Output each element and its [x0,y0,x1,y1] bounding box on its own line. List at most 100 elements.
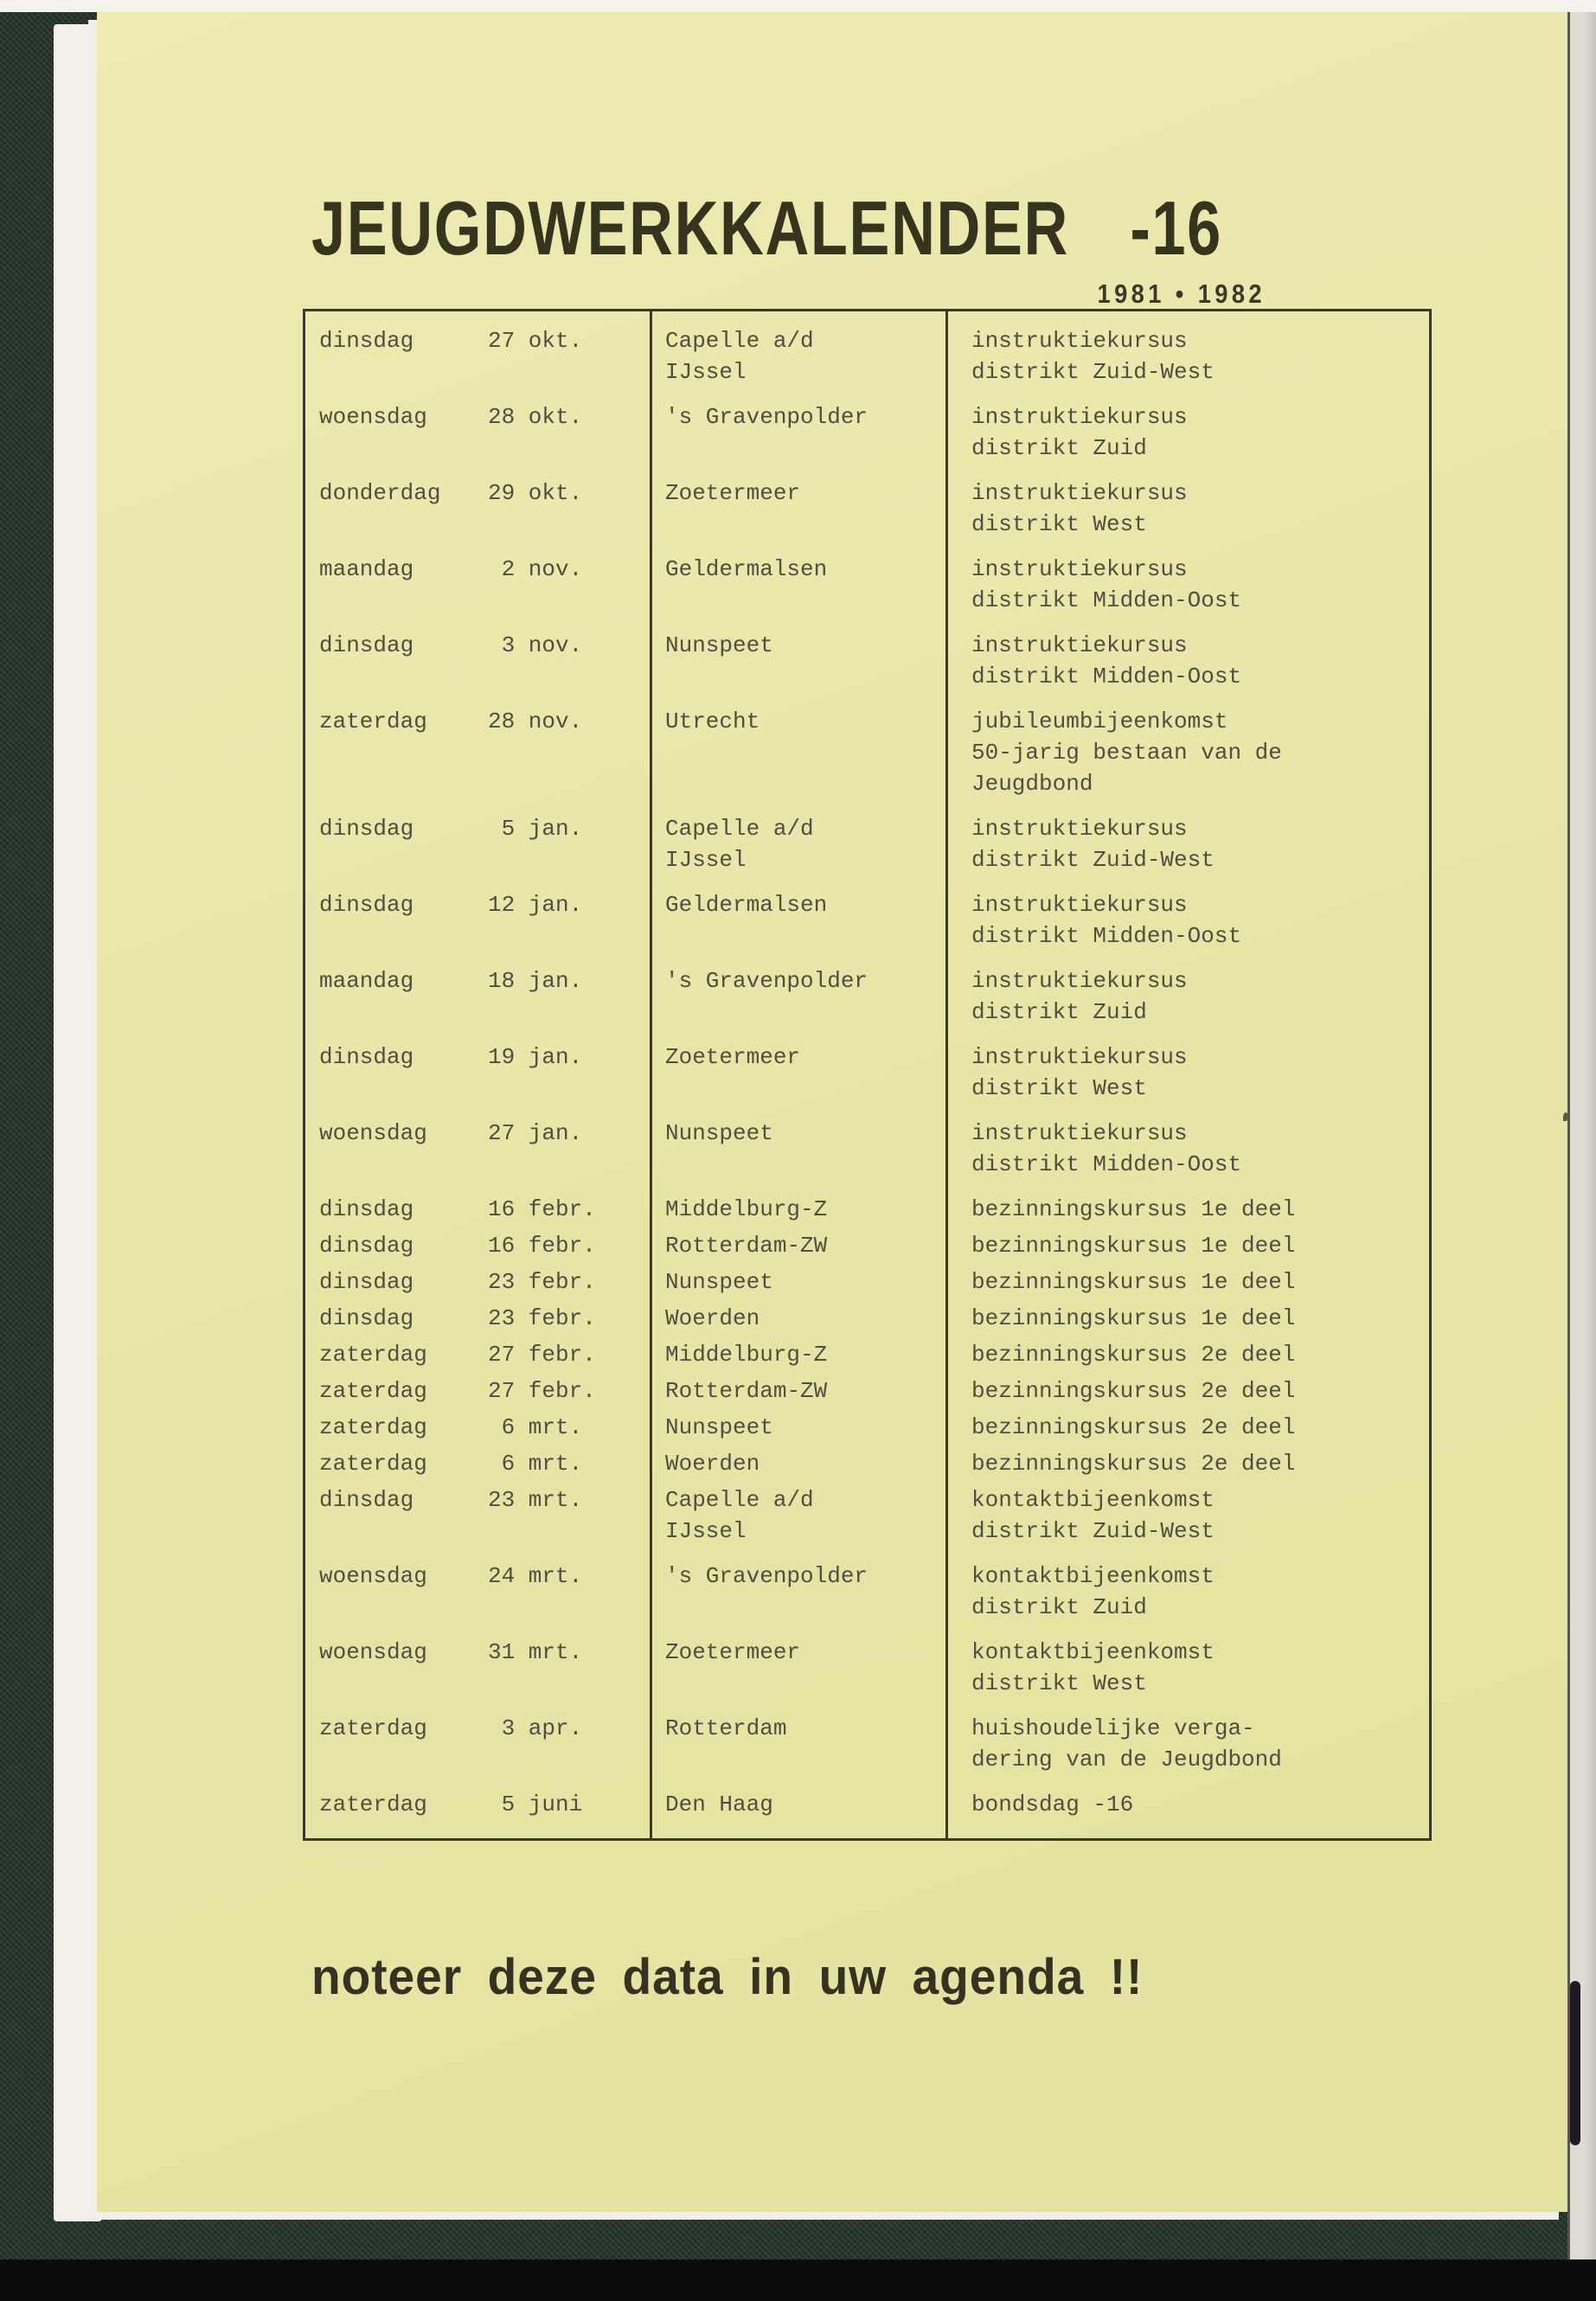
event-day-date-cell: dinsdag 12 jan. [305,889,650,952]
event-date: 3 nov. [488,632,583,658]
text-line: Middelburg-Z [665,1196,828,1222]
text-line: Middelburg-Z [665,1342,828,1368]
calendar-rows: dinsdag 27 okt. Capelle a/d IJssel instru… [305,311,1429,1838]
event-description-cell: kontaktbijeenkomst distrikt Zuid-West [945,1484,1429,1547]
event-day-date-cell: woensdag 24 mrt. [305,1561,650,1623]
text-line: kontaktbijeenkomst [971,1639,1215,1665]
event-day: dinsdag [319,1233,414,1259]
event-date: 23 mrt. [488,1487,583,1513]
event-day-date-cell: dinsdag 23 febr. [305,1266,650,1298]
event-date: 27 febr. [488,1378,596,1404]
text-line: Nunspeet [665,632,773,658]
text-line: bezinningskursus 2e deel [971,1451,1296,1477]
event-date: 5 juni [488,1791,583,1817]
calendar-row: donderdag 29 okt. Zoetermeer instruktiek… [305,478,1429,540]
event-place-cell: Woerden [650,1303,945,1334]
photo-bottom-margin [0,2259,1596,2301]
event-day: zaterdag [319,1342,427,1368]
text-line: jubileumbijeenkomst [971,708,1228,734]
event-date: 6 mrt. [488,1451,583,1477]
event-place-cell: Geldermalsen [650,554,945,616]
text-line: distrikt West [971,1075,1147,1101]
event-day-date-cell: zaterdag 27 febr. [305,1339,650,1370]
event-day: maandag [319,556,414,582]
event-day: dinsdag [319,1044,414,1070]
event-date: 18 jan. [488,968,583,994]
event-day: woensdag [319,404,427,430]
event-place-cell: Geldermalsen [650,889,945,952]
event-day: dinsdag [319,632,414,658]
event-description-cell: bezinningskursus 2e deel [945,1448,1429,1479]
table-divider-2 [945,311,948,1838]
event-day-date-cell: dinsdag 3 nov. [305,630,650,692]
event-day-date-cell: dinsdag 5 jan. [305,813,650,875]
text-line: Nunspeet [665,1414,773,1440]
event-description-cell: bezinningskursus 1e deel [945,1303,1429,1334]
text-line: distrikt West [971,511,1147,537]
event-day-date-cell: dinsdag 16 febr. [305,1194,650,1225]
event-day: dinsdag [319,328,414,354]
event-day-date-cell: woensdag 28 okt. [305,401,650,464]
event-description-cell: instruktiekursus distrikt Midden-Oost [945,630,1429,692]
event-place-cell: Zoetermeer [650,1637,945,1699]
text-line: distrikt West [971,1670,1147,1696]
event-day-date-cell: maandag 18 jan. [305,965,650,1028]
event-day-date-cell: zaterdag 6 mrt. [305,1412,650,1443]
calendar-row: dinsdag 19 jan. Zoetermeer instruktiekur… [305,1042,1429,1104]
event-day-date-cell: woensdag 27 jan. [305,1118,650,1180]
event-place-cell: Nunspeet [650,1412,945,1443]
text-line: kontaktbijeenkomst [971,1563,1215,1589]
text-line: IJssel [665,1518,747,1544]
table-divider-1 [650,311,652,1838]
photo-top-margin [0,0,1596,12]
page-title: JEUGDWERKKALENDER -16 [311,190,1222,266]
underlying-sheet-edge [54,24,102,2221]
page-stack-right-edge [1567,12,1596,2259]
event-place-cell: Nunspeet [650,1266,945,1298]
calendar-row: dinsdag 16 febr. Rotterdam-ZW bezinnings… [305,1230,1429,1261]
calendar-row: dinsdag 27 okt. Capelle a/d IJssel instru… [305,325,1429,388]
event-day: dinsdag [319,1269,414,1295]
event-place-cell: Capelle a/d IJssel [650,813,945,875]
event-description-cell: instruktiekursus distrikt Midden-Oost [945,1118,1429,1180]
event-place-cell: Woerden [650,1448,945,1479]
calendar-row: dinsdag 3 nov. Nunspeet instruktiekursus… [305,630,1429,692]
text-line: dering van de Jeugdbond [971,1747,1282,1772]
text-line: instruktiekursus [971,480,1188,506]
event-day-date-cell: dinsdag 23 febr. [305,1303,650,1334]
event-place-cell: Middelburg-Z [650,1339,945,1370]
event-description-cell: bezinningskursus 1e deel [945,1194,1429,1225]
event-description-cell: instruktiekursus distrikt Midden-Oost [945,554,1429,616]
event-description-cell: bezinningskursus 1e deel [945,1230,1429,1261]
text-line: 's Gravenpolder [665,1563,869,1589]
event-description-cell: bezinningskursus 2e deel [945,1339,1429,1370]
event-date: 2 nov. [488,556,583,582]
text-line: Capelle a/d [665,1487,814,1513]
text-line: distrikt Zuid [971,999,1147,1025]
event-day-date-cell: donderdag 29 okt. [305,478,650,540]
event-date: 12 jan. [488,892,583,918]
text-line: bezinningskursus 2e deel [971,1378,1296,1404]
text-line: instruktiekursus [971,1044,1188,1070]
calendar-page: JEUGDWERKKALENDER -16 1981 • 1982 dinsdag… [97,12,1568,2212]
calendar-table: dinsdag 27 okt. Capelle a/d IJssel instru… [303,309,1432,1841]
text-line: Geldermalsen [665,892,828,918]
event-date: 5 jan. [488,816,583,842]
event-description-cell: instruktiekursus distrikt West [945,478,1429,540]
text-line: Utrecht [665,708,760,734]
event-day-date-cell: dinsdag 23 mrt. [305,1484,650,1547]
event-description-cell: bezinningskursus 2e deel [945,1412,1429,1443]
calendar-row: zaterdag 27 febr. Rotterdam-ZW bezinning… [305,1375,1429,1407]
event-description-cell: bondsdag -16 [945,1789,1429,1820]
text-line: instruktiekursus [971,404,1188,430]
page-title-number: -16 [1130,185,1222,271]
text-line: 's Gravenpolder [665,404,869,430]
text-line: Rotterdam-ZW [665,1378,828,1404]
text-line: instruktiekursus [971,328,1188,354]
event-day: dinsdag [319,1305,414,1331]
event-day: woensdag [319,1639,427,1665]
text-line: bezinningskursus 1e deel [971,1305,1296,1331]
event-date: 19 jan. [488,1044,583,1070]
event-description-cell: instruktiekursus distrikt Zuid [945,401,1429,464]
